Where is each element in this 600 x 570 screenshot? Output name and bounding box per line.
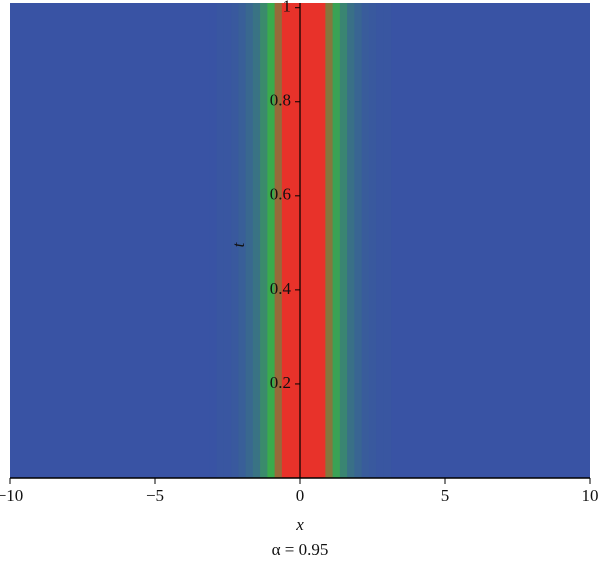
density-column [361, 3, 370, 478]
y-axis-label: t [229, 241, 248, 247]
x-tick-label: 5 [441, 486, 450, 505]
y-tick-label: 0.4 [270, 279, 292, 298]
axes: −10 −5 0 5 10 0.2 0.4 0.6 0.8 1 [0, 0, 599, 505]
density-column [383, 3, 392, 478]
x-tick-label: −10 [0, 486, 23, 505]
density-column [238, 3, 247, 478]
density-column [310, 3, 319, 478]
density-column [231, 3, 239, 478]
density-column [209, 3, 218, 478]
density-column [223, 3, 232, 478]
density-column [339, 3, 348, 478]
caption: α = 0.95 [272, 540, 329, 559]
density-column [376, 3, 384, 478]
density-column [281, 3, 290, 478]
density-column [289, 3, 297, 478]
y-tick-label: 1 [283, 0, 292, 16]
density-column [318, 3, 326, 478]
y-tick-label: 0.2 [270, 373, 291, 392]
density-column [267, 3, 276, 478]
x-axis-label: x [295, 515, 304, 534]
density-column [274, 3, 283, 478]
x-tick-label: 10 [582, 486, 599, 505]
density-column [252, 3, 261, 478]
density-column [325, 3, 334, 478]
density-column [332, 3, 341, 478]
y-tick-label: 0.6 [270, 185, 291, 204]
x-tick-label: −5 [146, 486, 164, 505]
density-column [260, 3, 268, 478]
density-column [216, 3, 225, 478]
density-column [245, 3, 254, 478]
x-tick-label: 0 [296, 486, 305, 505]
density-column [303, 3, 312, 478]
density-column [368, 3, 377, 478]
y-tick-label: 0.8 [270, 91, 291, 110]
density-column [347, 3, 355, 478]
density-column [354, 3, 363, 478]
